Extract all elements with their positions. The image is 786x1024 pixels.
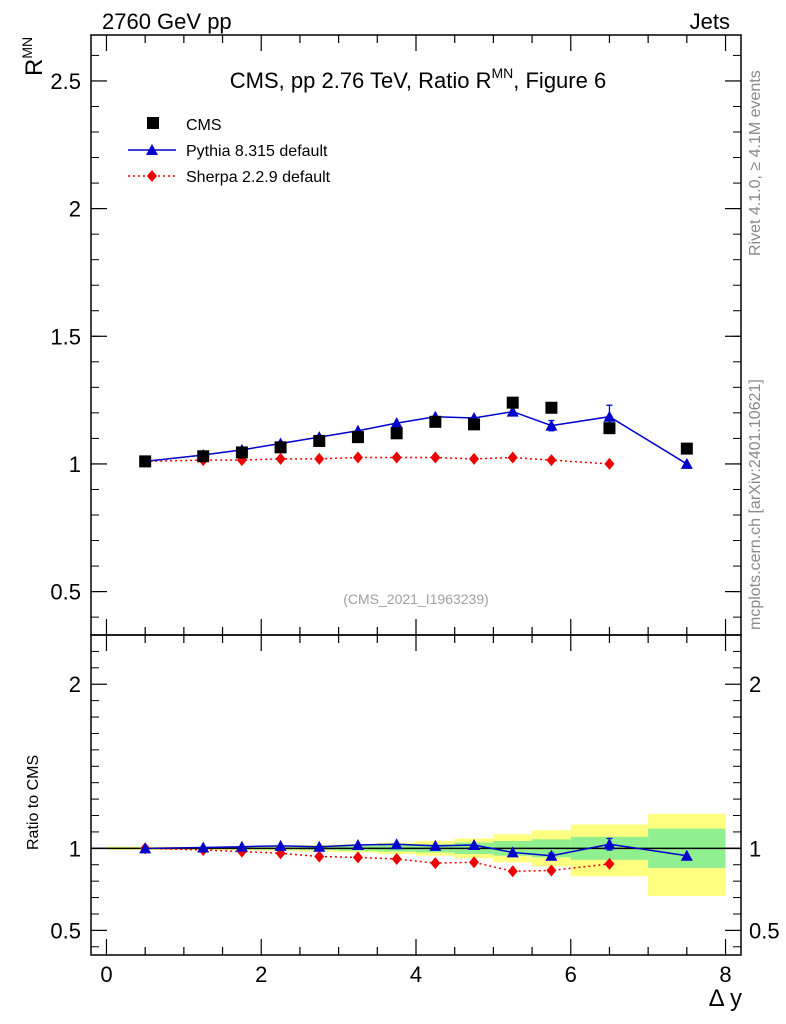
legend-cms: CMS	[186, 117, 222, 134]
main-sherpa-point	[352, 451, 363, 464]
main-title: CMS, pp 2.76 TeV, Ratio RMN, Figure 6	[230, 65, 606, 93]
x-tick-label: 6	[565, 962, 577, 987]
ratio-pythia-point	[429, 839, 442, 851]
ratio-pythia-point	[351, 839, 364, 851]
main-ytick-label: 2	[69, 197, 81, 222]
main-sherpa-point	[314, 452, 325, 465]
main-cms-point	[351, 431, 364, 444]
main-sherpa-point	[604, 457, 615, 470]
analysis-watermark: (CMS_2021_I1963239)	[343, 591, 489, 607]
main-pythia-point	[506, 405, 519, 417]
main-cms-point	[390, 427, 403, 440]
main-sherpa-line	[145, 456, 610, 465]
header-left: 2760 GeV pp	[102, 9, 232, 34]
ratio-ytick-label-right: 2	[749, 672, 761, 697]
ratio-axes: 0.5 0.5 1 1 2 2 0 2 4 6 8	[50, 635, 780, 987]
legend-sherpa: Sherpa 2.2.9 default	[186, 169, 331, 186]
main-cms-point	[680, 442, 693, 455]
main-ytick-label: 2.5	[50, 69, 81, 94]
main-ylabel: RMN	[19, 37, 48, 76]
mcplots-label: mcplots.cern.ch [arXiv:2401.10621]	[747, 379, 764, 630]
ratio-frame	[90, 634, 742, 956]
main-pythia-point	[545, 419, 558, 431]
ratio-ytick-label: 2	[69, 672, 81, 697]
ratio-pythia-point	[603, 838, 616, 850]
ratio-pythia-point	[468, 839, 481, 851]
ratio-pythia-point	[274, 839, 287, 851]
main-sherpa-point	[275, 452, 286, 465]
ratio-ylabel: Ratio to CMS	[25, 755, 42, 850]
ratio-bands	[91, 813, 741, 896]
ratio-ytick-label-right: 0.5	[749, 918, 780, 943]
main-cms-point	[468, 418, 481, 431]
ratio-ytick-label: 1	[69, 836, 81, 861]
ratio-pythia-point	[313, 840, 326, 852]
rivet-label: Rivet 4.1.0, ≥ 4.1M events	[747, 70, 764, 256]
ratio-pythia-point	[197, 841, 210, 853]
legend-pythia-marker	[146, 144, 158, 155]
x-tick-label: 2	[255, 962, 267, 987]
ratio-ytick-label: 0.5	[50, 918, 81, 943]
main-sherpa-point	[469, 452, 480, 465]
main-cms-point	[274, 441, 287, 454]
ratio-sherpa-point	[546, 864, 557, 877]
main-axes: 0.5 1 1.5 2 2.5	[50, 35, 741, 635]
ratio-pythia-point	[545, 849, 558, 861]
ratio-ytick-label-right: 1	[749, 836, 761, 861]
ratio-sherpa-point	[391, 853, 402, 865]
main-cms-point	[197, 450, 210, 463]
ratio-sherpa-point	[430, 857, 441, 870]
main-ytick-label: 1.5	[50, 324, 81, 349]
main-series	[139, 396, 693, 470]
ratio-pythia-point	[235, 840, 248, 852]
ratio-sherpa-point	[507, 865, 518, 878]
main-pythia-point	[603, 410, 616, 422]
x-tick-label: 0	[100, 962, 112, 987]
ratio-series	[139, 837, 693, 878]
main-cms-point	[603, 422, 616, 435]
ratio-pythia-point	[390, 838, 403, 850]
ratio-pythia-point	[506, 846, 519, 858]
legend-sherpa-marker	[147, 170, 157, 182]
ratio-pythia-point	[680, 849, 693, 861]
x-tick-label: 8	[719, 962, 731, 987]
legend-cms-marker	[147, 117, 159, 129]
header-right: Jets	[690, 9, 730, 34]
main-sherpa-point	[546, 454, 557, 467]
x-axis-label: Δ y	[709, 985, 742, 1012]
main-sherpa-point	[430, 451, 441, 464]
main-sherpa-point	[507, 451, 518, 464]
main-cms-point	[235, 446, 248, 459]
ratio-sherpa-point	[604, 857, 615, 870]
legend: CMS Pythia 8.315 default Sherpa 2.2.9 de…	[128, 117, 331, 186]
ratio-sherpa-line	[145, 847, 610, 873]
main-pythia-point	[390, 417, 403, 429]
ratio-sherpa-point	[469, 856, 480, 869]
main-cms-point	[429, 415, 442, 428]
main-ytick-label: 1	[69, 452, 81, 477]
main-cms-point	[506, 396, 519, 409]
main-cms-point	[545, 401, 558, 414]
main-cms-point	[313, 434, 326, 447]
legend-pythia: Pythia 8.315 default	[186, 143, 328, 160]
svg-text:RMN: RMN	[19, 37, 48, 76]
x-tick-label: 4	[410, 962, 422, 987]
ratio-pythia-point	[139, 842, 152, 854]
main-cms-point	[139, 455, 152, 468]
ratio-sherpa-point	[314, 850, 325, 863]
ratio-sherpa-point	[352, 851, 363, 864]
main-pythia-point	[680, 457, 693, 469]
main-ytick-label: 0.5	[50, 580, 81, 605]
main-sherpa-point	[391, 451, 402, 464]
